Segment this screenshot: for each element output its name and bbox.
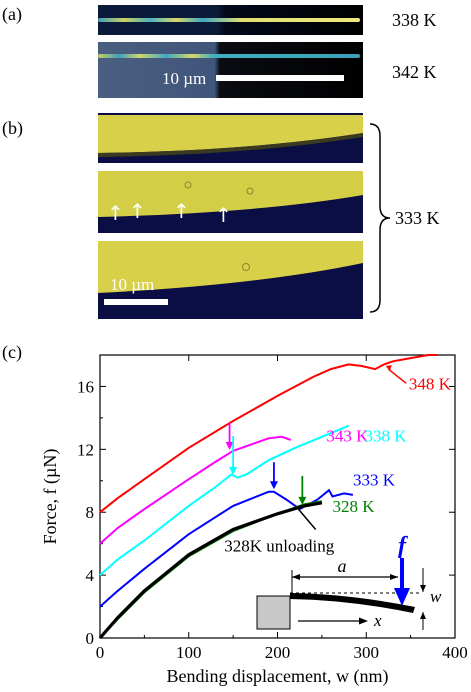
w-dim-bottom-head	[420, 612, 426, 619]
arrow-348k-head	[385, 365, 392, 372]
nanowire-b2	[98, 171, 363, 217]
series-label-2: 338 K	[364, 426, 407, 445]
y-tick-label: 0	[86, 629, 95, 648]
nanowire-a2	[98, 54, 360, 58]
series-line-0	[99, 354, 438, 513]
panel-c-label: (c)	[2, 342, 22, 362]
scalebar-a-label: 10 µm	[162, 69, 207, 88]
temperature-label-338k: 338 K	[392, 10, 437, 30]
arrow-down-icon-head	[298, 496, 307, 505]
arrow-up-icon: ↑	[107, 201, 124, 225]
temperature-label-333k: 333 K	[395, 208, 440, 228]
scalebar-b-label: 10 µm	[110, 275, 155, 294]
y-tick-label: 8	[86, 503, 95, 522]
micrograph-a-338k	[98, 5, 363, 35]
a-symbol: a	[338, 556, 347, 576]
y-axis-label: Force, f (µN)	[40, 449, 61, 545]
force-arrow-head	[394, 588, 410, 606]
series-line-2	[99, 424, 349, 576]
y-tick-label: 16	[77, 377, 94, 396]
f-symbol: f	[398, 533, 408, 559]
force-displacement-chart: 0 100 200 300 400 0 4 8 12 16 Bending displacement…	[40, 354, 468, 687]
series-line-3	[99, 488, 354, 608]
micrograph-b2: ↑ ↑ ↑ ↑	[98, 171, 363, 233]
series-label-1: 343 K	[326, 426, 369, 445]
a-dim-right-head	[390, 574, 398, 580]
nanowire-a1	[98, 18, 360, 22]
x-tick-label: 0	[96, 643, 105, 662]
arrow-348k	[387, 368, 407, 384]
scalebar-a	[216, 75, 344, 81]
bent-beam	[290, 593, 415, 613]
scalebar-b	[104, 299, 168, 305]
arrow-down-icon-head	[229, 467, 238, 476]
series-line-5	[98, 501, 323, 640]
panel-a-label: (a)	[2, 4, 22, 24]
x-tick-label: 100	[176, 643, 202, 662]
panel-b-label: (b)	[2, 118, 23, 138]
arrow-up-icon: ↑	[173, 199, 190, 223]
clamp-block	[256, 595, 291, 630]
micrograph-b1	[98, 113, 363, 163]
w-dim-top-head	[420, 585, 426, 592]
curly-brace-icon	[369, 123, 391, 313]
a-dim-left-head	[292, 574, 300, 580]
arrow-down-icon-head	[269, 481, 278, 490]
series-label-5: 328K unloading	[224, 537, 335, 556]
x-axis-label: Bending displacement, w (nm)	[167, 666, 389, 687]
x-symbol: x	[373, 611, 382, 630]
arrow-unloading	[296, 507, 317, 531]
micrograph-a-342k: 10 µm	[98, 42, 363, 98]
x-tick-label: 400	[442, 643, 468, 662]
nanowire-b1	[98, 115, 363, 157]
series-label-0: 348 K	[409, 375, 452, 394]
y-tick-label: 4	[86, 566, 95, 585]
micrograph-b3: 10 µm	[98, 241, 363, 319]
arrow-up-icon: ↑	[129, 199, 146, 223]
x-direction-arrow-head	[359, 617, 368, 625]
x-tick-label: 200	[265, 643, 291, 662]
x-tick-label: 300	[354, 643, 380, 662]
nanowire-b3	[98, 241, 363, 293]
series-label-4: 328 K	[333, 497, 376, 516]
series-label-3: 333 K	[353, 470, 396, 489]
series-line-1	[99, 435, 292, 545]
w-symbol: w	[430, 587, 442, 606]
temperature-label-342k: 342 K	[392, 62, 437, 82]
y-tick-label: 12	[77, 440, 94, 459]
arrow-down-icon-head	[225, 441, 234, 450]
arrow-up-icon: ↑	[215, 203, 232, 227]
